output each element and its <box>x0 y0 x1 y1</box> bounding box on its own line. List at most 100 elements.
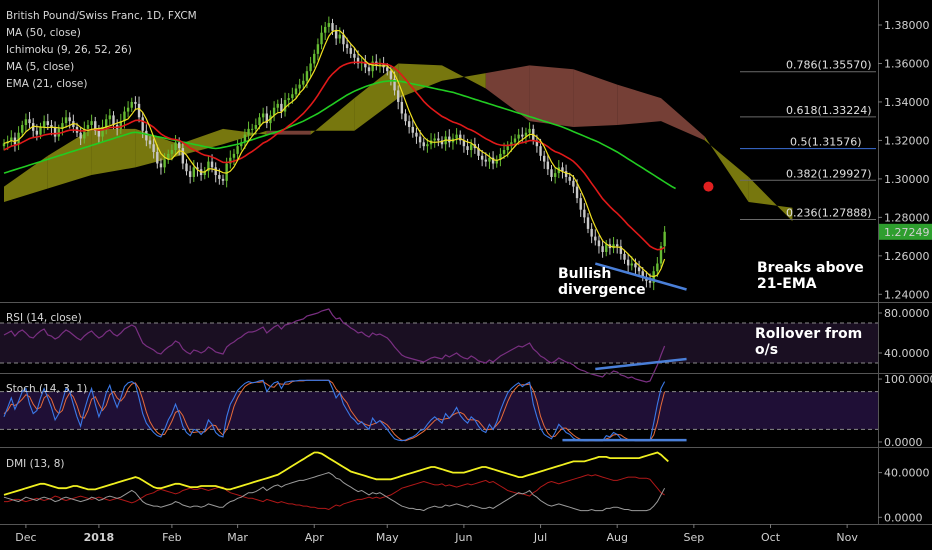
candle <box>167 149 170 164</box>
candle <box>192 160 195 182</box>
stoch-panel[interactable] <box>0 379 878 442</box>
candle <box>156 144 159 169</box>
time-axis-tick-label: Jun <box>454 531 472 544</box>
candle <box>134 96 137 111</box>
candle-body <box>42 121 46 127</box>
candle <box>495 155 498 168</box>
candle <box>455 128 458 145</box>
candle-body <box>265 113 268 124</box>
stoch-band-fill <box>0 391 878 430</box>
candle-body <box>597 240 601 247</box>
candle-body <box>524 132 528 137</box>
candle-body <box>356 57 360 64</box>
candle <box>64 110 68 129</box>
candle-body <box>130 101 133 108</box>
fib-level-label: 0.5(1.31576) <box>790 136 862 149</box>
dmi-panel[interactable] <box>3 451 669 512</box>
candle <box>586 213 590 234</box>
fib-level-label: 0.382(1.29927) <box>786 167 872 180</box>
candle-body <box>550 169 553 177</box>
candle <box>316 38 320 61</box>
candle-body <box>39 126 42 135</box>
rsi-panel[interactable] <box>0 308 878 383</box>
candle-body <box>637 267 641 272</box>
time-axis-tick-label: Dec <box>15 531 36 544</box>
candle-body <box>535 140 539 147</box>
cloud-segment <box>617 84 661 126</box>
candle <box>550 165 553 182</box>
candle <box>302 73 305 90</box>
candle-body <box>119 121 122 129</box>
candle <box>626 253 630 272</box>
stoch-d-line <box>3 379 666 442</box>
candle <box>170 144 174 161</box>
time-axis-tick-label: Mar <box>227 531 248 544</box>
candle-body <box>590 228 593 237</box>
candle-body <box>466 146 469 151</box>
candle <box>130 97 133 112</box>
candle-body <box>623 253 626 260</box>
candle <box>126 101 130 118</box>
candle-body <box>477 148 480 156</box>
candle <box>528 122 531 139</box>
candle-body <box>568 176 571 181</box>
candle <box>594 229 597 246</box>
candle-body <box>528 128 531 133</box>
candle-body <box>156 151 159 164</box>
candle-body <box>86 125 90 129</box>
candle <box>579 193 582 217</box>
candle-body <box>367 67 371 72</box>
cloud-segment <box>4 155 48 202</box>
cloud-segment <box>354 63 399 131</box>
breaks-annotation-line2: 21-EMA <box>757 276 817 292</box>
candle-body <box>656 263 659 272</box>
candle <box>174 135 177 156</box>
time-axis-tick-label: May <box>376 531 399 544</box>
candle-body <box>229 157 232 164</box>
cloud-segment <box>529 65 574 127</box>
price-axis-tick-label: 1.24000 <box>884 288 930 301</box>
candle-body <box>251 128 254 130</box>
candle-body <box>276 103 279 108</box>
candle-body <box>415 132 418 137</box>
candle-body <box>170 150 174 154</box>
legend-ma5: MA (5, close) <box>6 61 74 73</box>
price-divergence-line <box>594 262 687 291</box>
candle-body <box>579 198 582 210</box>
candle-body <box>53 127 57 137</box>
candle-body <box>364 61 367 68</box>
candle <box>656 256 659 277</box>
candle <box>243 128 247 149</box>
candle-body <box>112 115 115 126</box>
candle <box>119 113 122 134</box>
candle-body <box>196 167 199 170</box>
candle <box>232 148 236 166</box>
price-axis-tick-label: 1.38000 <box>884 19 930 32</box>
price-panel[interactable]: 0.786(1.35570) 0.618(1.33224) 0.5(1.31576)… <box>2 16 876 291</box>
candle <box>605 240 608 257</box>
candle <box>28 111 31 129</box>
candle <box>477 143 480 161</box>
candle-body <box>79 132 82 139</box>
candle-body <box>393 78 396 91</box>
candle <box>601 239 604 258</box>
candle-body <box>258 117 261 126</box>
candle-body <box>210 161 214 168</box>
candle <box>334 25 338 46</box>
ema21-line <box>3 61 665 251</box>
cloud-segment <box>398 63 442 99</box>
legend-ichimoku: Ichimoku (9, 26, 52, 26) <box>6 44 132 56</box>
bullish-annotation-line2: divergence <box>558 282 646 298</box>
candle-body <box>283 100 287 112</box>
candle-body <box>64 117 68 124</box>
candle <box>90 114 93 131</box>
cloud-segment <box>704 136 749 202</box>
candle <box>637 260 641 277</box>
candle <box>397 85 400 110</box>
candle-body <box>583 209 586 218</box>
bullish-annotation-line1: Bullish <box>558 266 611 282</box>
rollover-annotation-line2: o/s <box>755 342 778 358</box>
candle <box>422 138 425 151</box>
candle-body <box>378 63 382 66</box>
